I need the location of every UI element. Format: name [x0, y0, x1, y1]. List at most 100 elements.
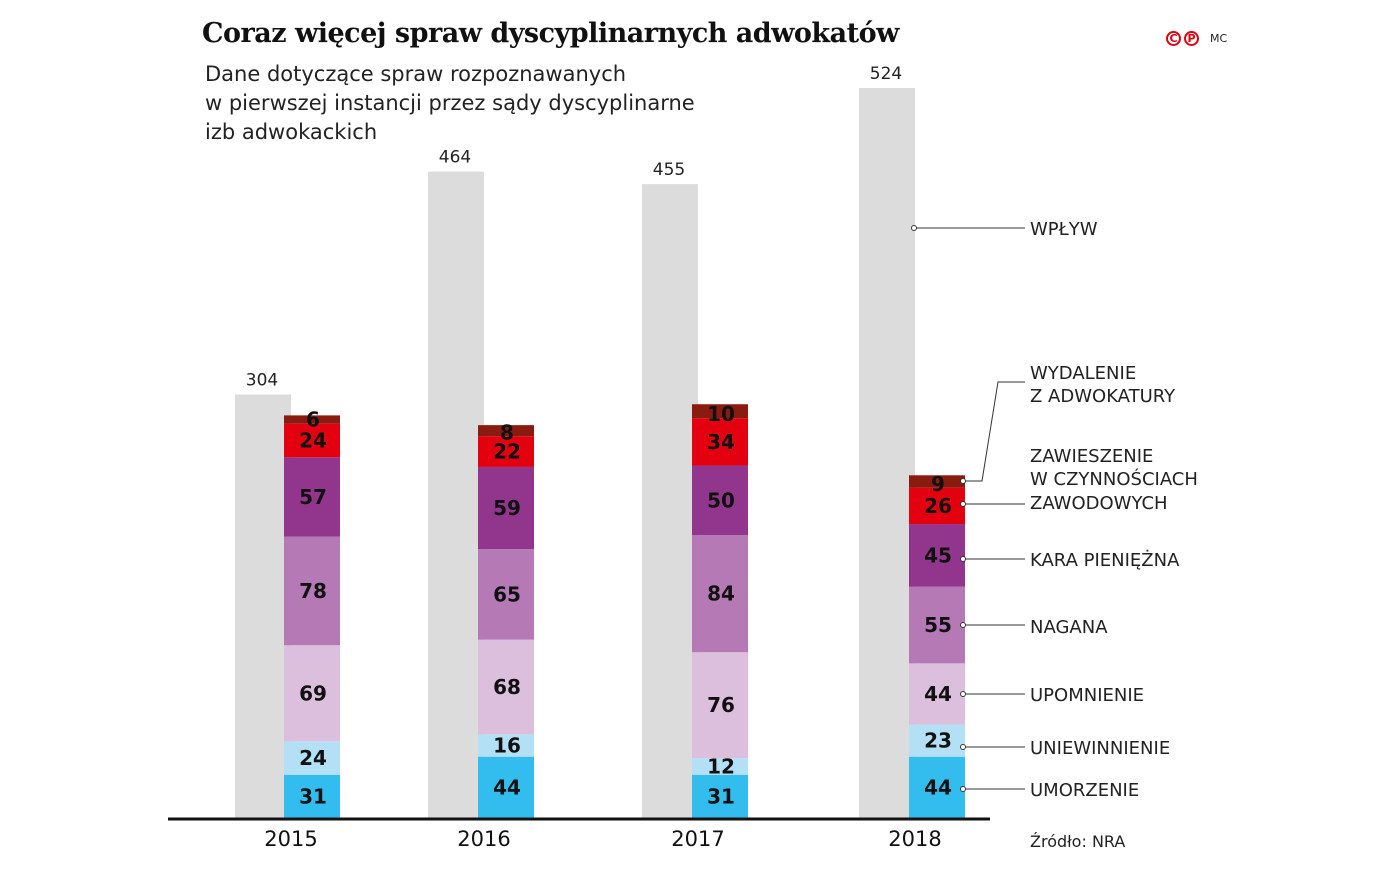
segment-label: 9: [931, 472, 945, 496]
source-note: Źródło: NRA: [1030, 832, 1125, 851]
segment-zawieszenie: [909, 487, 965, 525]
x-tick-label: 2018: [888, 827, 941, 851]
segment-label: 31: [299, 784, 327, 808]
chart-subtitle: Dane dotyczące spraw rozpoznawanych w pi…: [205, 60, 765, 147]
subtitle-line: Dane dotyczące spraw rozpoznawanych: [205, 62, 627, 86]
bar-group-2016: 464 44 16 68 65 59 228 2016: [428, 148, 534, 851]
segment-label: 65: [493, 582, 521, 606]
segment-kara: [692, 465, 748, 536]
series-4-leader-dot: [960, 556, 966, 562]
segment-nagana: [909, 586, 965, 664]
bar-group-2018: 524 44 23 44 55 45 269 2018: [859, 64, 965, 851]
segment-upomnienie: [692, 652, 748, 759]
segment-kara: [909, 524, 965, 587]
segment-kara: [478, 466, 534, 550]
x-tick-label: 2016: [457, 827, 510, 851]
segment-label: 68: [493, 675, 521, 699]
legend-label-zawieszenie: W CZYNNOŚCIACH: [1030, 468, 1198, 490]
copyright-p-icon: P: [1184, 31, 1199, 46]
segment-label: 44: [924, 775, 952, 799]
legend-inflow: WPŁYW: [1030, 219, 1098, 240]
segment-label: 76: [707, 693, 735, 717]
segment-label: 22: [493, 440, 521, 464]
segment-zawieszenie: [284, 423, 340, 458]
inflow-label: 304: [246, 370, 278, 390]
segment-label: 55: [924, 613, 952, 637]
segment-label: 23: [924, 729, 952, 753]
inflow-label: 455: [653, 160, 685, 180]
segment-upomnienie: [284, 645, 340, 742]
segment-wydalenie: [478, 425, 534, 437]
legend-label-wydalenie: Z ADWOKATURY: [1030, 386, 1176, 407]
segment-wydalenie: [692, 404, 748, 419]
segment-zawieszenie: [478, 436, 534, 467]
x-tick-label: 2015: [264, 827, 317, 851]
segment-umorzenie: [909, 756, 965, 818]
segment-nagana: [478, 549, 534, 640]
segment-nagana: [692, 535, 748, 653]
segment-label: 84: [707, 582, 735, 606]
segment-label: 34: [707, 430, 735, 454]
segment-label: 26: [924, 494, 952, 518]
series-6-leader-dot: [960, 478, 966, 484]
segment-umorzenie: [478, 756, 534, 818]
segment-label: 6: [306, 408, 320, 432]
legend-label-uniewinnienie: UNIEWINNIENIE: [1030, 738, 1170, 759]
series-1-leader-dot: [960, 744, 966, 750]
inflow-bar: [235, 394, 291, 818]
legend-label-zawieszenie: ZAWIESZENIE: [1030, 446, 1153, 467]
series-2-leader-dot: [960, 691, 966, 697]
segment-nagana: [284, 536, 340, 646]
segment-label: 44: [924, 682, 952, 706]
chart-title: Coraz więcej spraw dyscyplinarnych adwok…: [202, 18, 899, 49]
publisher-logo: C P MC: [1166, 31, 1227, 46]
segment-label: 24: [299, 746, 327, 770]
segment-uniewinnienie: [284, 741, 340, 775]
inflow-bar: [859, 88, 915, 818]
segment-label: 50: [707, 488, 735, 512]
series-3-leader-dot: [960, 622, 966, 628]
segment-label: 31: [707, 784, 735, 808]
segment-label: 24: [299, 428, 327, 452]
segment-wydalenie: [909, 475, 965, 488]
segment-label: 16: [493, 734, 521, 758]
legend-label-umorzenie: UMORZENIE: [1030, 780, 1139, 801]
segment-uniewinnienie: [909, 724, 965, 757]
segment-label: 45: [924, 543, 952, 567]
series-5-leader-dot: [960, 501, 966, 507]
segment-label: 57: [299, 485, 327, 509]
segment-label: 59: [493, 496, 521, 520]
segment-uniewinnienie: [692, 758, 748, 775]
segment-umorzenie: [284, 774, 340, 818]
bar-group-2017: 455 31 12 76 84 50 34 10 2017: [642, 160, 748, 851]
segment-label: 78: [299, 579, 327, 603]
legend-label-zawieszenie: ZAWODOWYCH: [1030, 493, 1168, 514]
segment-upomnienie: [478, 639, 534, 735]
legend-label-upomnienie: UPOMNIENIE: [1030, 685, 1144, 706]
segment-label: 69: [299, 681, 327, 705]
author-initials: MC: [1210, 32, 1228, 45]
segment-umorzenie: [692, 774, 748, 818]
segment-kara: [284, 457, 340, 537]
copyright-c-icon: C: [1166, 31, 1181, 46]
x-tick-label: 2017: [671, 827, 724, 851]
segment-label: 12: [707, 754, 735, 778]
segment-upomnienie: [909, 663, 965, 725]
inflow-label: 464: [439, 148, 471, 168]
subtitle-line: izb adwokackich: [205, 120, 378, 144]
segment-label: 10: [707, 402, 735, 426]
legend-label-kara: KARA PIENIĘŻNA: [1030, 550, 1180, 571]
inflow-bar: [642, 184, 698, 818]
legend-label-nagana: NAGANA: [1030, 617, 1108, 638]
series-6-leader-line: [963, 381, 1025, 482]
legend-label-wydalenie: WYDALENIE: [1030, 363, 1136, 384]
subtitle-line: w pierwszej instancji przez sądy dyscypl…: [205, 91, 695, 115]
segment-zawieszenie: [692, 418, 748, 466]
inflow-bar: [428, 171, 484, 819]
segment-label: 44: [493, 775, 521, 799]
segment-label: 8: [500, 420, 514, 444]
inflow-label: 524: [870, 64, 902, 84]
segment-uniewinnienie: [478, 734, 534, 757]
